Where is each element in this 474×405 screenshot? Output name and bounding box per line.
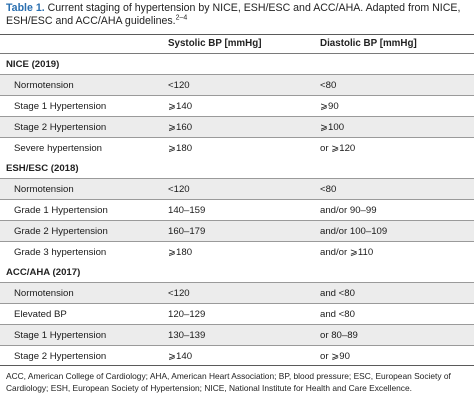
row-systolic: ⩾140 [168,351,193,362]
row-systolic: <120 [168,80,190,91]
row-stage: Normotension [14,288,74,299]
row-stage: Normotension [14,184,74,195]
caption-label: Table 1. [6,2,45,14]
header-systolic: Systolic BP [mmHg] [168,38,262,49]
row-systolic: 130–139 [168,330,206,341]
row-systolic: ⩾160 [168,122,193,133]
table-caption: Table 1. Current staging of hypertension… [6,2,468,28]
table-footnote: ACC, American College of Cardiology; AHA… [6,371,451,393]
row-systolic: ⩾180 [168,247,193,258]
row-systolic: 120–129 [168,309,206,320]
row-diastolic: ⩾100 [320,122,345,133]
group-header-row: ESH/ESC (2018) [0,158,474,178]
row-diastolic: and/or 90–99 [320,205,377,216]
group-title: NICE (2019) [6,59,60,70]
row-systolic: ⩾180 [168,143,193,154]
table-row: Stage 1 Hypertension 130–139 or 80–89 [0,324,474,345]
row-diastolic: and <80 [320,288,355,299]
row-diastolic: <80 [320,80,337,91]
row-systolic: 140–159 [168,205,206,216]
table-row: Stage 2 Hypertension ⩾160 ⩾100 [0,116,474,137]
row-diastolic: ⩾90 [320,101,339,112]
table-row: Elevated BP 120–129 and <80 [0,303,474,324]
row-diastolic: and <80 [320,309,355,320]
row-stage: Grade 1 Hypertension [14,205,108,216]
table-row: Normotension <120 <80 [0,74,474,95]
table-bottom-rule [0,365,474,366]
header-diastolic: Diastolic BP [mmHg] [320,38,417,49]
table-row: Severe hypertension ⩾180 or ⩾120 [0,137,474,158]
table-row: Stage 2 Hypertension ⩾140 or ⩾90 [0,345,474,366]
row-systolic: <120 [168,288,190,299]
row-systolic: <120 [168,184,190,195]
row-diastolic: or ⩾120 [320,143,356,154]
table-row: Normotension <120 <80 [0,178,474,199]
table-top-rule [0,34,474,35]
row-systolic: 160–179 [168,226,206,237]
table-body: NICE (2019) Normotension <120 <80 Stage 1 Hy… [0,54,474,366]
table-header: Systolic BP [mmHg] Diastolic BP [mmHg] [0,35,474,53]
row-diastolic: or ⩾90 [320,351,350,362]
table-row: Normotension <120 and <80 [0,282,474,303]
row-stage: Elevated BP [14,309,67,320]
row-stage: Grade 3 hypertension [14,247,107,258]
row-stage: Stage 2 Hypertension [14,351,107,362]
row-stage: Stage 1 Hypertension [14,330,107,341]
table-header-rule [0,53,474,54]
row-stage: Stage 2 Hypertension [14,122,107,133]
group-title: ESH/ESC (2018) [6,163,79,174]
group-header-row: NICE (2019) [0,54,474,74]
caption-text: Current staging of hypertension by NICE,… [6,2,461,27]
group-header-row: ACC/AHA (2017) [0,262,474,282]
row-diastolic: and/or 100–109 [320,226,388,237]
row-systolic: ⩾140 [168,101,193,112]
table-row: Stage 1 Hypertension ⩾140 ⩾90 [0,95,474,116]
row-diastolic: <80 [320,184,337,195]
row-stage: Normotension [14,80,74,91]
row-stage: Stage 1 Hypertension [14,101,107,112]
table-row: Grade 3 hypertension ⩾180 and/or ⩾110 [0,241,474,262]
row-diastolic: or 80–89 [320,330,358,341]
row-diastolic: and/or ⩾110 [320,247,374,258]
table-row: Grade 2 Hypertension 160–179 and/or 100–10… [0,220,474,241]
row-stage: Severe hypertension [14,143,102,154]
row-stage: Grade 2 Hypertension [14,226,108,237]
caption-refs: 2–4 [175,14,188,22]
table-row: Grade 1 Hypertension 140–159 and/or 90–99 [0,199,474,220]
group-title: ACC/AHA (2017) [6,267,81,278]
